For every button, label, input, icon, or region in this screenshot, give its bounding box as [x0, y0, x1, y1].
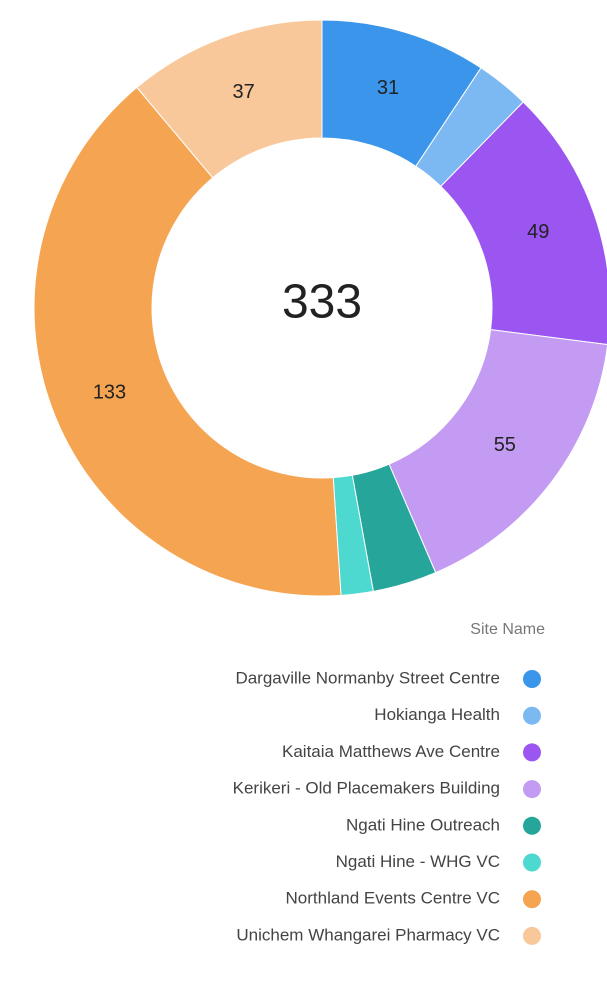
donut-slice	[33, 86, 342, 597]
donut-slice	[440, 101, 607, 345]
legend-label: Ngati Hine Outreach	[346, 815, 500, 834]
legend-swatch	[523, 926, 541, 945]
legend-label: Ngati Hine - WHG VC	[336, 852, 500, 871]
slice-label: 37	[233, 81, 255, 103]
legend-swatch	[523, 706, 541, 725]
donut-slice	[388, 329, 607, 574]
donut-total: 333	[282, 276, 362, 329]
legend-label: Unichem Whangarei Pharmacy VC	[236, 925, 500, 944]
legend-label: Kerikeri - Old Placemakers Building	[233, 779, 500, 798]
legend-label: Kaitaia Matthews Ave Centre	[282, 742, 500, 761]
legend-label: Dargaville Normanby Street Centre	[235, 668, 500, 687]
legend-swatch	[523, 853, 541, 872]
legend-swatch	[523, 780, 541, 799]
legend-label: Northland Events Centre VC	[286, 889, 501, 908]
legend-swatch	[523, 890, 541, 909]
slice-label: 133	[93, 382, 126, 404]
slice-label: 31	[377, 77, 399, 99]
legend-swatch	[523, 816, 541, 835]
slice-label: 55	[494, 434, 516, 456]
legend-swatch	[523, 670, 541, 688]
donut-slice	[136, 19, 323, 179]
legend-label: Hokianga Health	[374, 705, 500, 724]
legend-title: Site Name	[470, 621, 545, 638]
slice-label: 49	[527, 221, 549, 243]
legend-swatch	[523, 743, 541, 762]
